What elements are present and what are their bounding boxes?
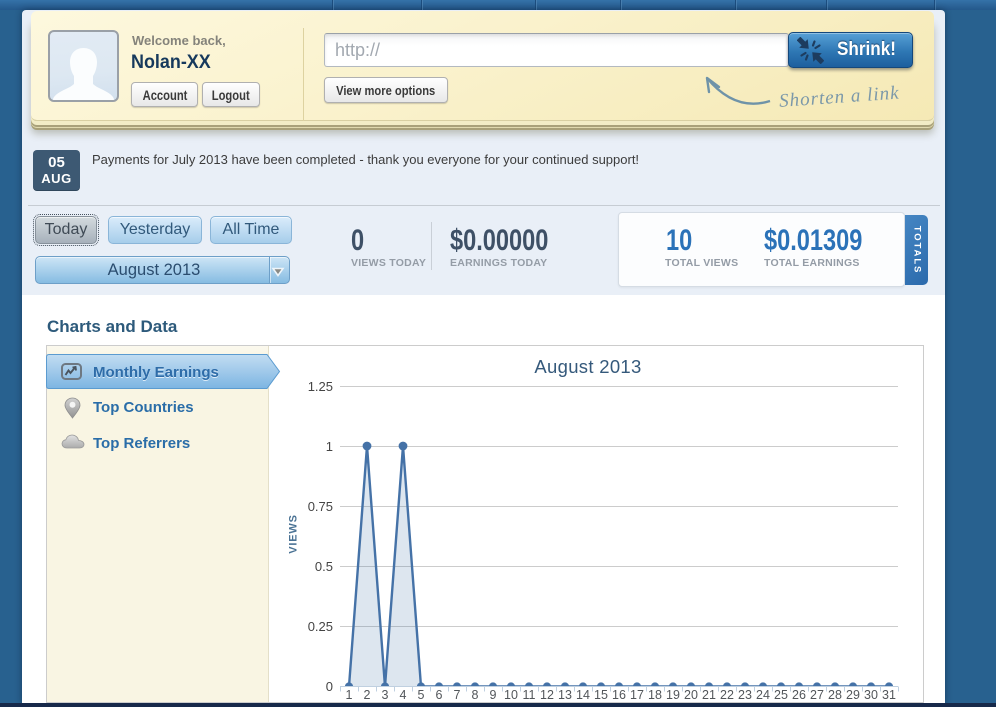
svg-text:8: 8: [472, 688, 479, 702]
svg-text:15: 15: [594, 688, 608, 702]
svg-text:1.25: 1.25: [308, 379, 333, 394]
svg-text:13: 13: [558, 688, 572, 702]
svg-text:VIEWS: VIEWS: [288, 514, 300, 553]
svg-text:23: 23: [738, 688, 752, 702]
svg-text:19: 19: [666, 688, 680, 702]
svg-text:16: 16: [612, 688, 626, 702]
svg-text:0: 0: [326, 679, 333, 694]
svg-text:0.25: 0.25: [308, 619, 333, 634]
svg-text:31: 31: [882, 688, 896, 702]
svg-text:12: 12: [540, 688, 554, 702]
svg-text:August 2013: August 2013: [534, 356, 641, 377]
svg-text:30: 30: [864, 688, 878, 702]
svg-text:21: 21: [702, 688, 716, 702]
svg-text:4: 4: [400, 688, 407, 702]
svg-text:24: 24: [756, 688, 770, 702]
svg-text:18: 18: [648, 688, 662, 702]
svg-text:28: 28: [828, 688, 842, 702]
svg-text:3: 3: [382, 688, 389, 702]
svg-text:1: 1: [326, 439, 333, 454]
svg-text:27: 27: [810, 688, 824, 702]
svg-text:26: 26: [792, 688, 806, 702]
svg-text:2: 2: [364, 688, 371, 702]
svg-text:9: 9: [490, 688, 497, 702]
svg-text:25: 25: [774, 688, 788, 702]
svg-text:22: 22: [720, 688, 734, 702]
svg-text:7: 7: [454, 688, 461, 702]
svg-text:10: 10: [504, 688, 518, 702]
svg-text:20: 20: [684, 688, 698, 702]
svg-text:1: 1: [346, 688, 353, 702]
svg-text:0.5: 0.5: [315, 559, 333, 574]
svg-text:17: 17: [630, 688, 644, 702]
svg-text:6: 6: [436, 688, 443, 702]
svg-text:5: 5: [418, 688, 425, 702]
svg-text:0.75: 0.75: [308, 499, 333, 514]
svg-text:14: 14: [576, 688, 590, 702]
svg-text:11: 11: [523, 688, 536, 702]
svg-text:29: 29: [846, 688, 860, 702]
